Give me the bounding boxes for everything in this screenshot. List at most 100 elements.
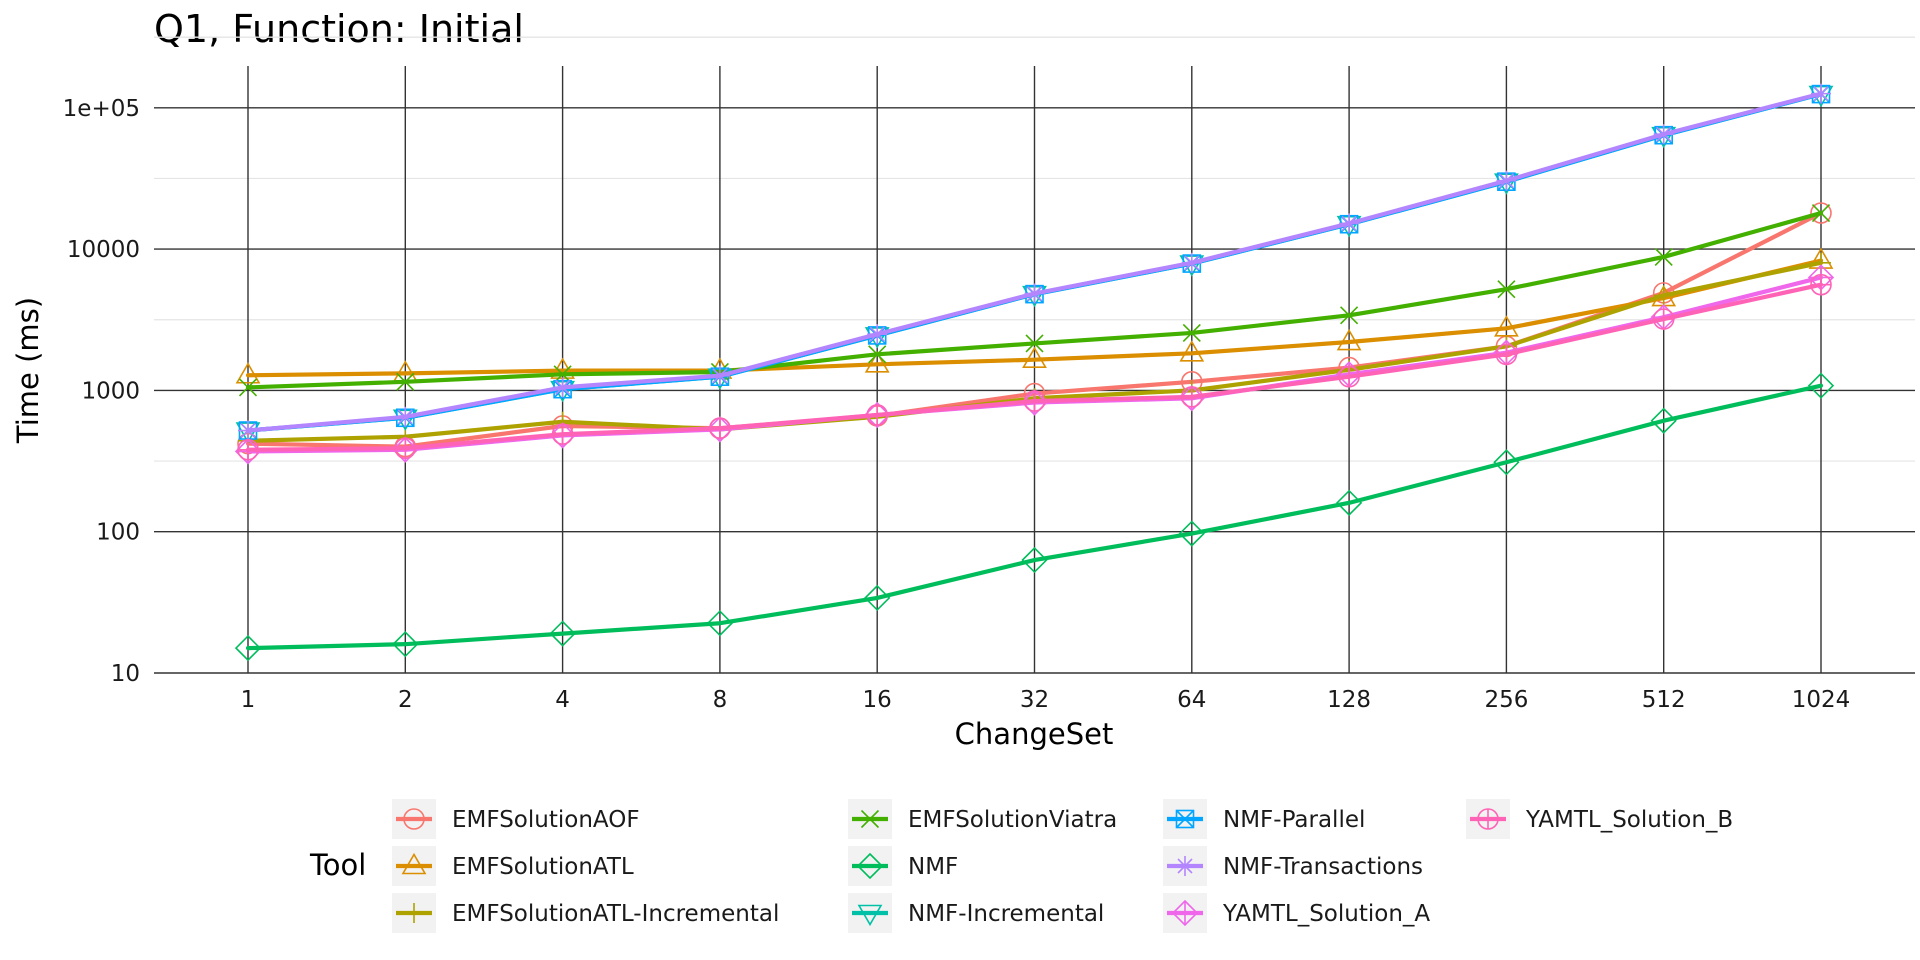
legend-label: EMFSolutionATL-Incremental [452,901,779,927]
data-point [1024,283,1045,304]
data-point [1810,202,1832,224]
data-point [857,904,883,927]
data-point [551,423,574,445]
x-tick-label: 512 [1642,687,1686,713]
data-point [1182,323,1201,343]
data-point [235,362,261,384]
series-layer [234,83,1835,662]
data-point [1181,252,1202,273]
y-tick-label: 10000 [67,237,140,263]
legend-item: EMFSolutionATL-Incremental [392,893,779,933]
data-point [860,809,880,829]
x-tick-label: 128 [1327,687,1371,713]
data-point [1495,343,1518,366]
legend-label: NMF [908,854,958,880]
legend-label: YAMTL_Solution_A [1222,901,1430,927]
legend-item: EMFSolutionAOF [392,799,640,839]
data-point [396,372,415,391]
data-point [404,903,424,923]
data-point [237,438,259,461]
data-point [1653,124,1674,145]
legend-item: NMF-Incremental [848,893,1104,933]
data-point [1807,372,1835,399]
data-point [1021,546,1048,574]
y-tick-label: 10 [111,661,140,687]
x-axis-ticks: 1 2 4 8 16 32 64 128 256 512 1024 [241,687,1851,713]
series-emfsolutionviatra [238,203,1831,397]
data-point [1175,809,1195,829]
data-point [403,808,425,830]
legend-item: EMFSolutionATL [392,846,634,886]
data-point [394,437,417,459]
data-point [1810,273,1832,296]
data-point [395,406,416,427]
data-point [867,324,888,345]
series-line [245,258,1824,378]
legend-title: Tool [309,848,366,882]
legend-label: NMF-Parallel [1223,807,1365,833]
data-point [1496,170,1517,191]
data-point [1494,315,1519,337]
data-point [864,351,890,373]
data-point [1171,899,1199,927]
data-point [1493,449,1520,476]
x-axis-title: ChangeSet [955,717,1114,751]
data-point [706,610,734,637]
data-point [1338,365,1360,388]
legend-item: EMFSolutionViatra [848,799,1117,839]
data-point [1477,808,1499,830]
legend-label: EMFSolutionAOF [452,807,640,833]
x-tick-label: 4 [555,687,570,713]
x-tick-label: 32 [1020,687,1049,713]
data-point [1497,280,1516,299]
series-nmf-transactions [238,83,1831,441]
data-point [1175,856,1195,876]
x-tick-label: 2 [398,687,413,713]
x-tick-label: 1 [241,687,256,713]
data-point [709,365,730,386]
major-gridlines [154,66,1915,674]
data-point [552,377,573,398]
legend-label: NMF-Incremental [908,901,1104,927]
data-point [1025,334,1044,353]
data-point [709,417,731,440]
legend-item: NMF-Transactions [1163,846,1423,886]
data-point [1336,328,1362,351]
legend-item: NMF [848,846,958,886]
y-axis-ticks: 10 100 1000 10000 1e+05 [63,96,140,687]
data-point [1339,213,1360,234]
data-point [866,404,889,426]
data-point [401,852,427,875]
data-point [549,620,576,647]
y-tick-label: 1e+05 [63,96,140,122]
data-point [234,634,262,662]
series-yamtl-solution-b [237,273,1832,461]
x-tick-label: 16 [863,687,892,713]
data-point [1340,306,1359,325]
legend-item: YAMTL_Solution_A [1163,893,1430,933]
data-point [1811,203,1831,223]
legend-label: YAMTL_Solution_B [1525,807,1733,833]
x-tick-label: 64 [1177,687,1206,713]
y-axis-title: Time (ms) [11,297,45,444]
legend: Tool EMFSolutionAOF EMFSolutionATL EMFSolu… [309,799,1733,933]
data-point [1023,390,1046,412]
series-line [245,383,1824,651]
data-point [1179,340,1205,362]
data-point [392,631,419,658]
data-point [1181,386,1203,408]
data-point [1654,247,1673,267]
data-point [1652,308,1675,330]
series-nmf [234,372,1835,662]
legend-label: EMFSolutionATL [452,854,634,880]
data-point [856,852,884,880]
data-point [864,584,891,612]
chart-title: Q1, Function: Initial [154,7,524,51]
x-tick-label: 256 [1484,687,1528,713]
data-point [238,378,258,397]
data-point [868,345,887,364]
data-point [1178,520,1205,547]
data-point [238,420,258,441]
data-point [1335,489,1363,516]
